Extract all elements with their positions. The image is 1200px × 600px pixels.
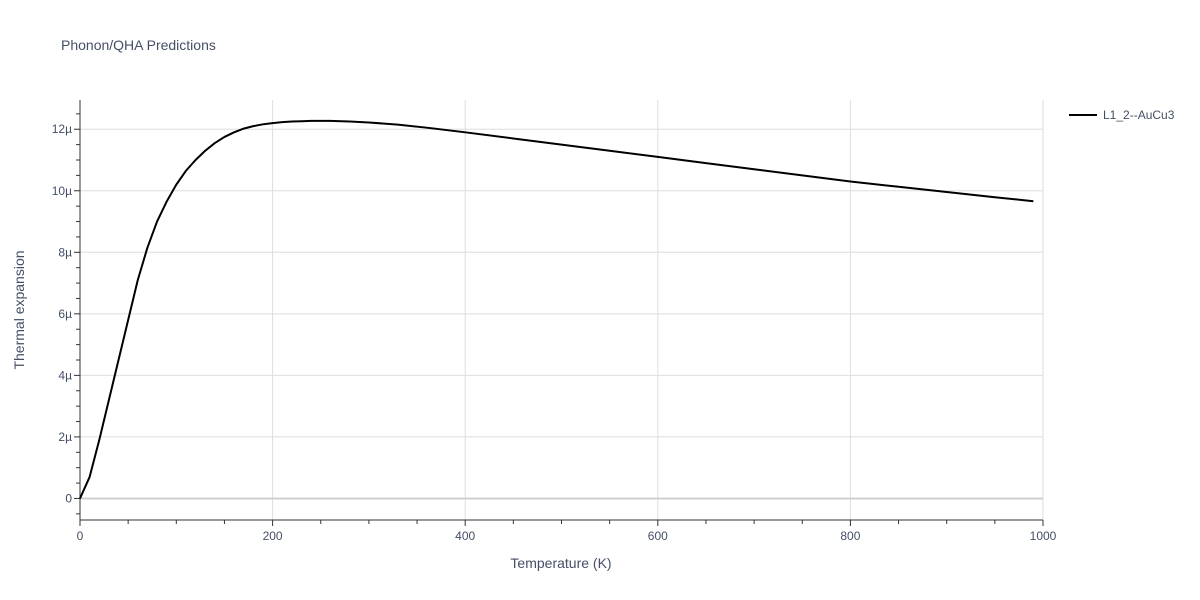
y-axis-title: Thermal expansion bbox=[11, 250, 27, 369]
x-tick-label: 1000 bbox=[1030, 529, 1057, 543]
y-tick-label: 4µ bbox=[58, 368, 72, 382]
y-tick-label: 2µ bbox=[58, 430, 72, 444]
axis-layer: 0 200 400 600 800 1000 0 2µ 4µ 6µ 8µ 10µ 12µ bbox=[52, 100, 1057, 543]
plot-area bbox=[79, 119, 1034, 499]
x-axis-title: Temperature (K) bbox=[510, 555, 611, 571]
x-tick-label: 0 bbox=[77, 529, 84, 543]
y-tick-label: 8µ bbox=[58, 245, 72, 259]
x-tick-label: 400 bbox=[455, 529, 475, 543]
chart-title: Phonon/QHA Predictions bbox=[61, 37, 216, 53]
x-tick-label: 600 bbox=[648, 529, 668, 543]
y-tick-label: 6µ bbox=[58, 307, 72, 321]
x-tick-label: 200 bbox=[263, 529, 283, 543]
grid-layer bbox=[80, 100, 1044, 520]
x-tick-label: 800 bbox=[840, 529, 860, 543]
y-tick-label: 0 bbox=[65, 491, 72, 505]
legend[interactable]: L1_2--AuCu3 bbox=[1069, 108, 1175, 122]
y-tick-label: 12µ bbox=[52, 122, 72, 136]
legend-label: L1_2--AuCu3 bbox=[1103, 108, 1175, 122]
y-tick-label: 10µ bbox=[52, 184, 72, 198]
series-line-l1-2-aucu3 bbox=[79, 119, 1034, 499]
